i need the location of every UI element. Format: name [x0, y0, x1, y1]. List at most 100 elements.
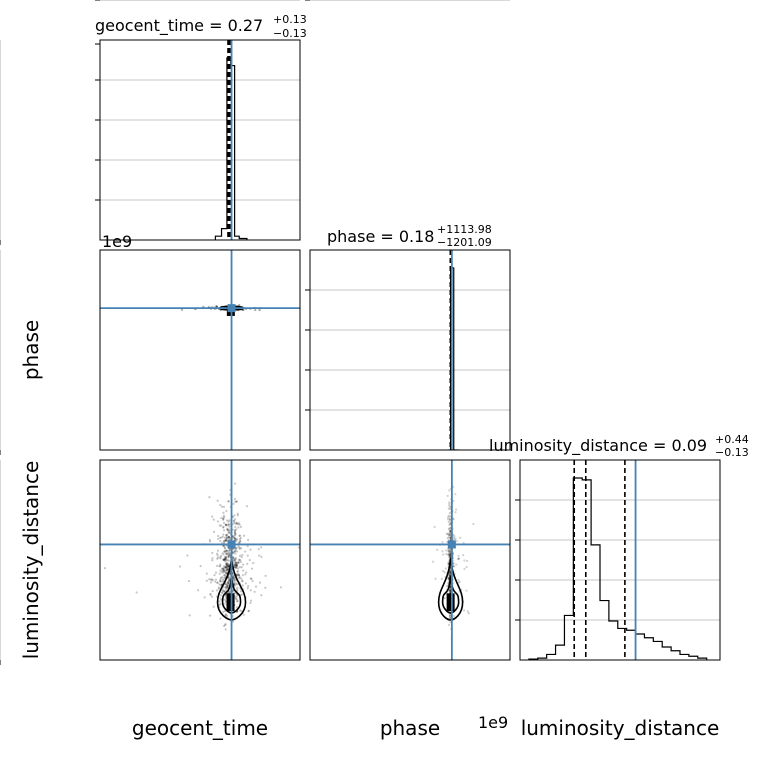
scatter-point: [447, 554, 451, 557]
y-axis-label-phase: phase: [19, 320, 43, 380]
panel-frame-hist-distance: [519, 459, 721, 661]
scatter-point: [224, 557, 227, 561]
scatter-point: [233, 534, 236, 537]
scatter-point: [238, 534, 241, 537]
scatter-point: [223, 544, 226, 548]
scatter-point: [239, 609, 242, 612]
scatter-point: [236, 512, 239, 515]
scatter-point: [232, 535, 235, 538]
panel-frame-geocent-distance: [99, 459, 301, 661]
title-phase-prefix: phase =: [327, 227, 399, 246]
scatter-point: [226, 523, 230, 527]
scatter-point: [226, 584, 229, 587]
scatter-point: [218, 524, 221, 527]
scatter-point: [222, 610, 225, 614]
scatter-point: [244, 582, 248, 585]
scatter-point: [443, 597, 446, 600]
scatter-point: [227, 564, 230, 567]
scatter-point: [209, 581, 213, 584]
scatter-point: [222, 569, 225, 572]
scatter-point: [210, 595, 214, 598]
scatter-point: [208, 614, 212, 617]
scatter-point: [209, 593, 212, 596]
scatter-point: [258, 308, 261, 312]
scatter-point: [232, 556, 235, 559]
ytick-label-phase-2: −0.8: [54, 0, 90, 4]
scatter-point: [219, 503, 222, 507]
scatter-point: [236, 564, 239, 567]
scatter-point: [231, 620, 235, 623]
scatter-point: [249, 589, 252, 592]
scatter-point: [225, 572, 228, 575]
scatter-point: [447, 533, 450, 536]
scatter-point: [218, 572, 221, 575]
scatter-point: [448, 616, 452, 619]
scatter-point: [241, 580, 244, 583]
scatter-point: [224, 622, 227, 626]
scatter-point: [228, 579, 231, 582]
scatter-point: [226, 568, 229, 571]
scatter-point: [233, 536, 236, 540]
ytick-label-luminosity-distance-3: 0.0: [66, 0, 90, 4]
scatter-point: [445, 585, 449, 588]
scatter-phase-distance: [431, 485, 475, 640]
scatter-point: [225, 538, 228, 541]
scatter-point: [235, 564, 238, 567]
scatter-point: [237, 561, 240, 564]
scatter-point: [456, 558, 460, 561]
scatter-point: [239, 560, 242, 564]
scatter-point: [431, 560, 435, 563]
scatter-point: [234, 597, 238, 600]
scatter-point: [250, 577, 253, 581]
scatter-point: [454, 493, 457, 496]
scatter-point: [220, 524, 223, 527]
scatter-point: [236, 538, 239, 541]
scatter-point: [226, 552, 229, 555]
contour-outer-phase-distance: [437, 557, 464, 621]
scatter-point: [238, 576, 241, 579]
scatter-point: [447, 623, 451, 627]
scatter-point: [233, 576, 236, 580]
density-core-geocent-distance: [226, 593, 235, 612]
scatter-point: [448, 518, 451, 521]
scatter-point: [225, 566, 228, 570]
scatter-point: [212, 605, 215, 608]
scatter-point: [239, 546, 243, 550]
scatter-point: [448, 571, 451, 574]
scatter-point: [264, 574, 267, 577]
scatter-point: [448, 528, 451, 531]
scatter-point: [459, 536, 462, 539]
scatter-point: [220, 516, 223, 520]
scatter-point: [454, 537, 457, 540]
scatter-point: [234, 563, 237, 566]
scatter-point: [241, 574, 245, 577]
scatter-point: [234, 596, 237, 600]
scatter-point: [219, 576, 223, 579]
scatter-point: [462, 609, 466, 612]
scatter-point: [249, 548, 252, 551]
scatter-point: [223, 515, 226, 519]
scatter-point: [212, 530, 216, 533]
scatter-point: [228, 579, 231, 582]
scatter-point: [224, 538, 227, 542]
scatter-point: [224, 568, 228, 572]
scatter-point: [449, 615, 452, 618]
scatter-point: [208, 540, 212, 543]
scatter-point: [221, 591, 224, 595]
scatter-point: [449, 613, 452, 616]
scatter-point: [233, 566, 236, 569]
scatter-point: [222, 570, 225, 573]
scatter-points-layer: [103, 303, 475, 640]
scatter-point: [448, 522, 452, 525]
scatter-point: [455, 540, 458, 543]
scatter-point: [446, 494, 449, 498]
scatter-point: [225, 569, 228, 572]
scatter-point: [232, 502, 235, 506]
scatter-point: [227, 581, 230, 584]
scatter-point: [103, 567, 107, 570]
scatter-point: [223, 590, 226, 593]
scatter-point: [215, 589, 219, 592]
scatter-point: [233, 561, 237, 564]
scatter-point: [205, 579, 208, 582]
scatter-point: [219, 597, 222, 600]
